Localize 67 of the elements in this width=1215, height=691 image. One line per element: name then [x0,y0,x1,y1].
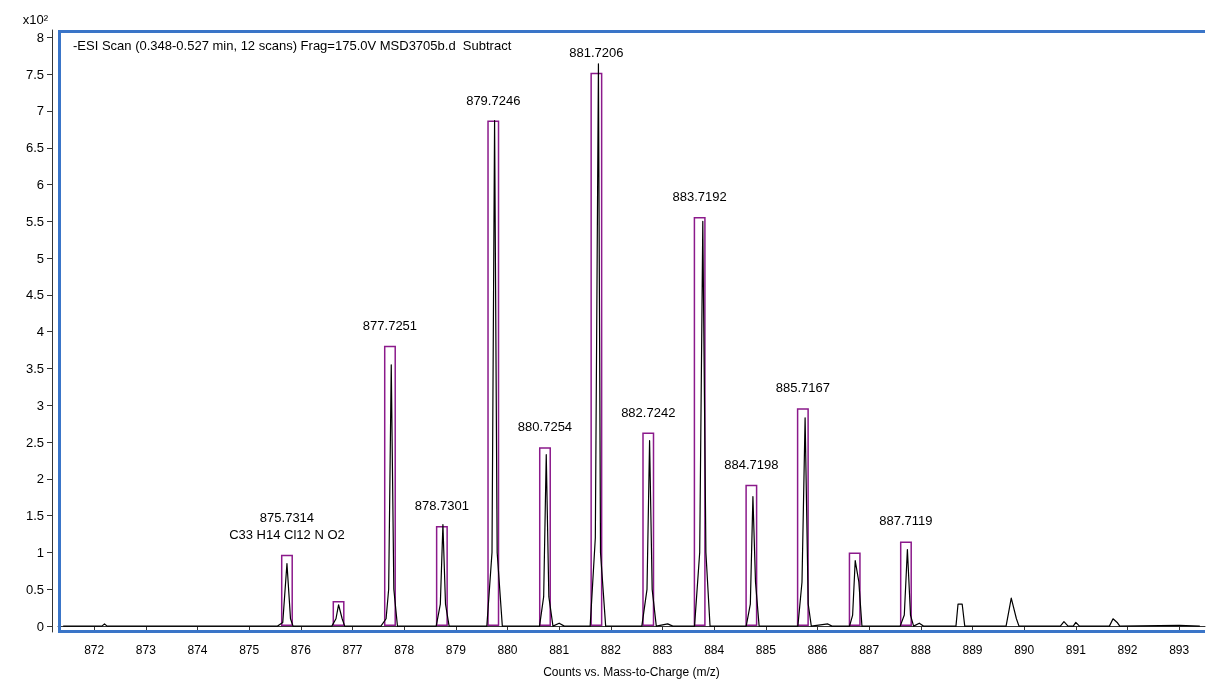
annotation: 879.7246 [466,92,521,108]
bar [796,408,809,627]
bar [487,120,500,627]
x-tick-label: 884 [704,643,725,657]
annotation: 885.7167 [775,380,830,396]
bar [435,526,448,627]
bar [332,601,345,627]
x-tick-label: 879 [445,643,467,657]
x-tick-label: 892 [1117,643,1138,657]
y-tick-label: 0 [36,618,44,634]
bar [848,552,861,627]
annotation: 878.7301 [414,498,470,514]
y-tick-label: 4.5 [25,287,44,303]
bar [538,447,551,627]
x-tick-label: 890 [1014,643,1035,657]
x-tick-label: 886 [807,643,828,657]
y-tick-label: 7 [36,103,44,119]
annotation: 883.7192 [672,188,727,204]
x-tick-label: 893 [1169,643,1190,657]
y-tick-label: 3 [36,397,44,413]
y-tick-label: 1.5 [25,508,44,524]
x-tick-label: 875 [239,643,260,657]
x-tick-label: 878 [394,643,415,657]
annotation: 877.7251 [362,317,418,333]
y-tick-label: 5.5 [25,213,44,229]
y-axis-title: x10² [22,12,49,27]
x-tick-label: 873 [135,643,157,657]
bar [383,345,396,627]
annotation: 887.7119 [879,513,933,529]
annotation: C33 H14 Cl12 N O2 [229,526,345,542]
y-tick-label: 3.5 [25,361,44,377]
annotation: 884.7198 [724,456,779,472]
x-tick-label: 887 [859,643,880,657]
y-tick-label: 6.5 [25,140,44,156]
y-tick-label: 2.5 [25,434,44,450]
x-tick-label: 885 [755,643,777,657]
x-tick-label: 889 [962,643,983,657]
x-tick-label: 872 [84,643,105,657]
y-tick-label: 1 [36,545,44,561]
x-tick-label: 882 [600,643,622,657]
y-tick-label: 2 [36,471,44,487]
y-tick-label: 0.5 [25,581,44,597]
text: -ESI Scan (0.348-0.527 min, 12 scans) Frag=175.0V MSD3705b.d Subtract [73,38,512,53]
bar [745,484,758,627]
x-axis-title: Counts vs. Mass-to-Charge (m/z) [543,665,720,679]
y-tick-label: 8 [36,29,44,45]
x-tick-label: 874 [187,643,208,657]
y-tick-label: 4 [36,324,44,340]
y-tick-label: 7.5 [25,66,44,82]
bar [899,541,912,627]
x-tick-label: 880 [497,643,518,657]
annotation: 882.7242 [621,404,676,420]
annotation: 875.7314 [259,509,315,525]
bar [590,72,603,627]
x-tick-label: 881 [549,643,570,657]
x-tick-label: 877 [342,643,363,657]
annotation: 880.7254 [517,419,573,435]
annotation: 881.7206 [569,44,624,60]
x-tick-label: 888 [910,643,932,657]
y-tick-label: 5 [36,250,44,266]
bar [642,432,655,627]
x-tick-label: 876 [290,643,312,657]
bar [280,554,293,627]
y-tick-label: 6 [36,177,44,193]
x-tick-label: 891 [1065,643,1087,657]
x-tick-label: 883 [652,643,673,657]
bar [693,216,706,627]
